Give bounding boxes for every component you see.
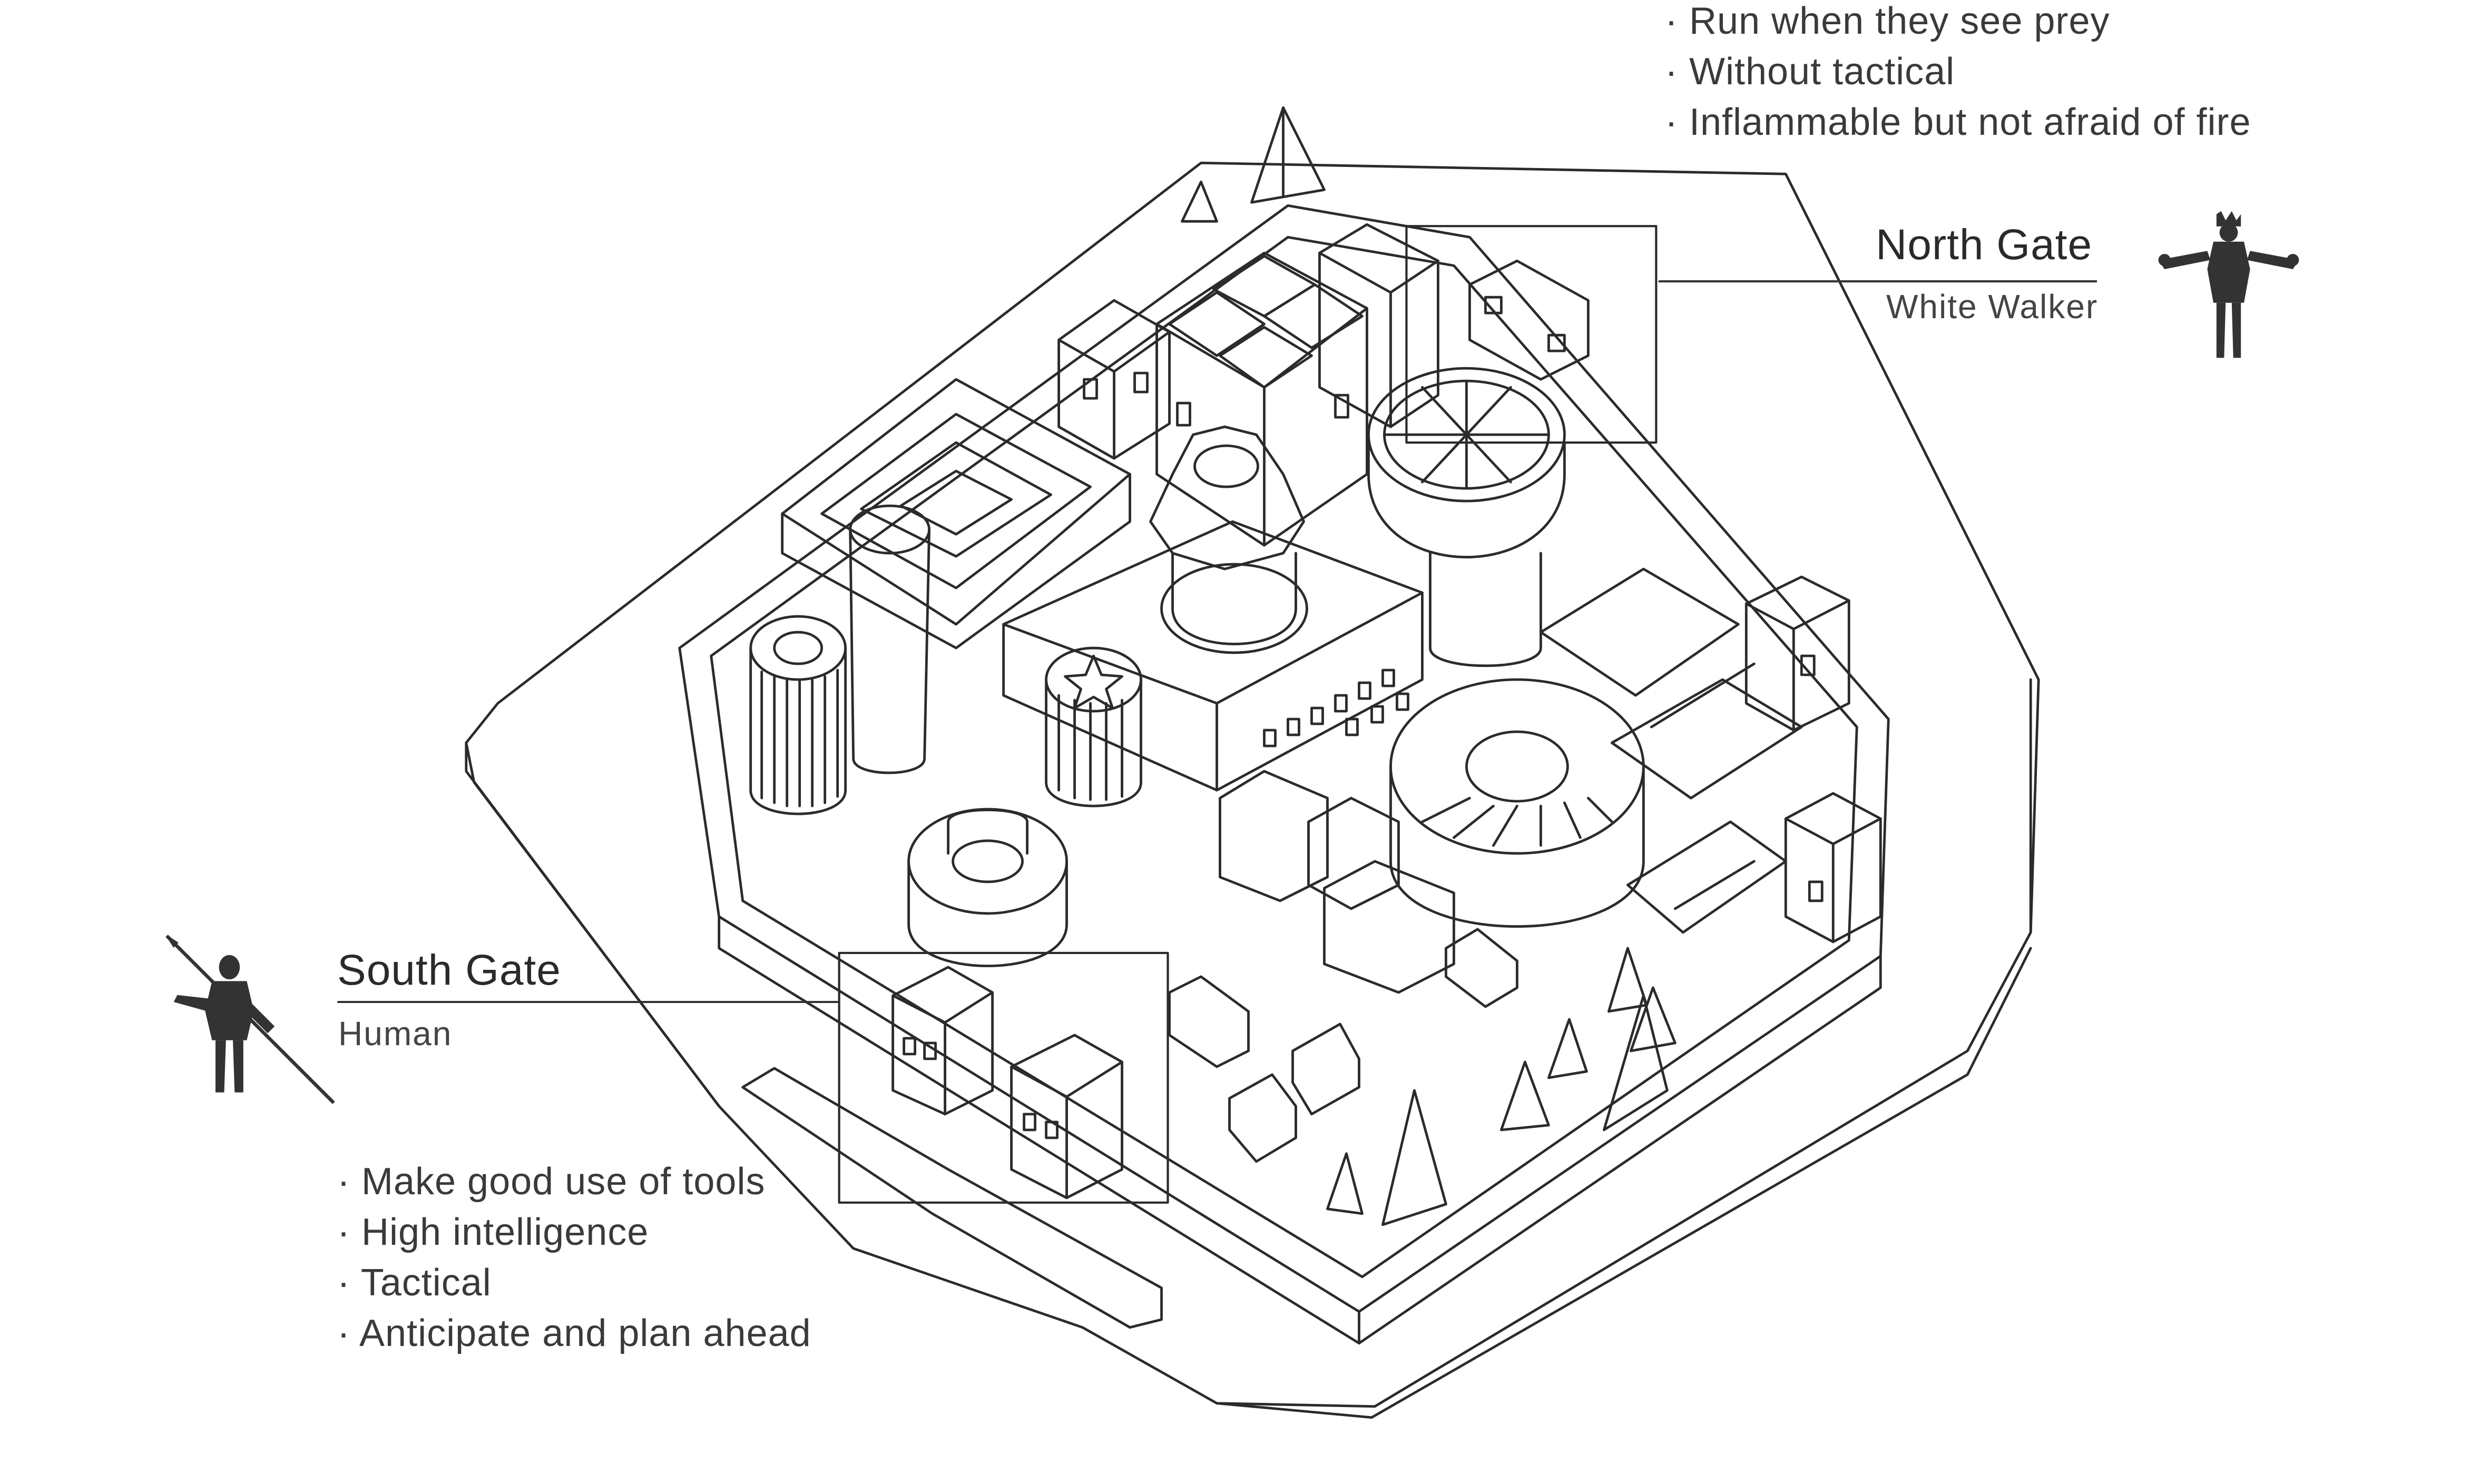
trait-item: Make good use of tools [337,1156,811,1207]
north-gate-traits: Run when they see prey Without tactical … [1665,0,2251,148]
south-gate-box [838,951,1169,1204]
trait-item: Run when they see prey [1665,0,2251,46]
drum-tower [907,808,1068,915]
wheel-tower-top [1367,367,1566,503]
terrain-outline [465,161,2040,1408]
terrain-edge [465,741,721,1108]
north-gate-title: North Gate [1876,221,2093,269]
white-walker-silhouette-icon [2158,211,2299,358]
north-spire [1250,106,1326,204]
north-gate-box [1405,225,1658,444]
north-tree [1181,180,1218,223]
ribbed-tower-left [749,615,847,681]
fortress-outer-wall [678,204,1890,1313]
north-gate-rule [1660,280,2097,282]
south-gate-subtitle: Human [338,1015,453,1053]
south-gate-title: South Gate [337,946,561,994]
maze-block [781,378,1131,650]
arena-dome [1389,678,1645,855]
trait-item: Inflammable but not afraid of fire [1665,97,2251,148]
south-road [741,1067,1163,1329]
trait-item: Without tactical [1665,46,2251,97]
south-gate-traits: Make good use of tools High intelligence… [337,1156,811,1359]
trait-item: Anticipate and plan ahead [337,1308,811,1359]
trait-item: Tactical [337,1257,811,1308]
south-gate-rule [338,1001,839,1003]
tree-cluster [1326,947,1677,1226]
trait-item: High intelligence [337,1207,811,1257]
keep-windows [1263,669,1409,748]
human-spearman-silhouette-icon [165,935,335,1104]
north-gate-subtitle: White Walker [1886,288,2099,326]
crown-tower [1149,425,1305,571]
